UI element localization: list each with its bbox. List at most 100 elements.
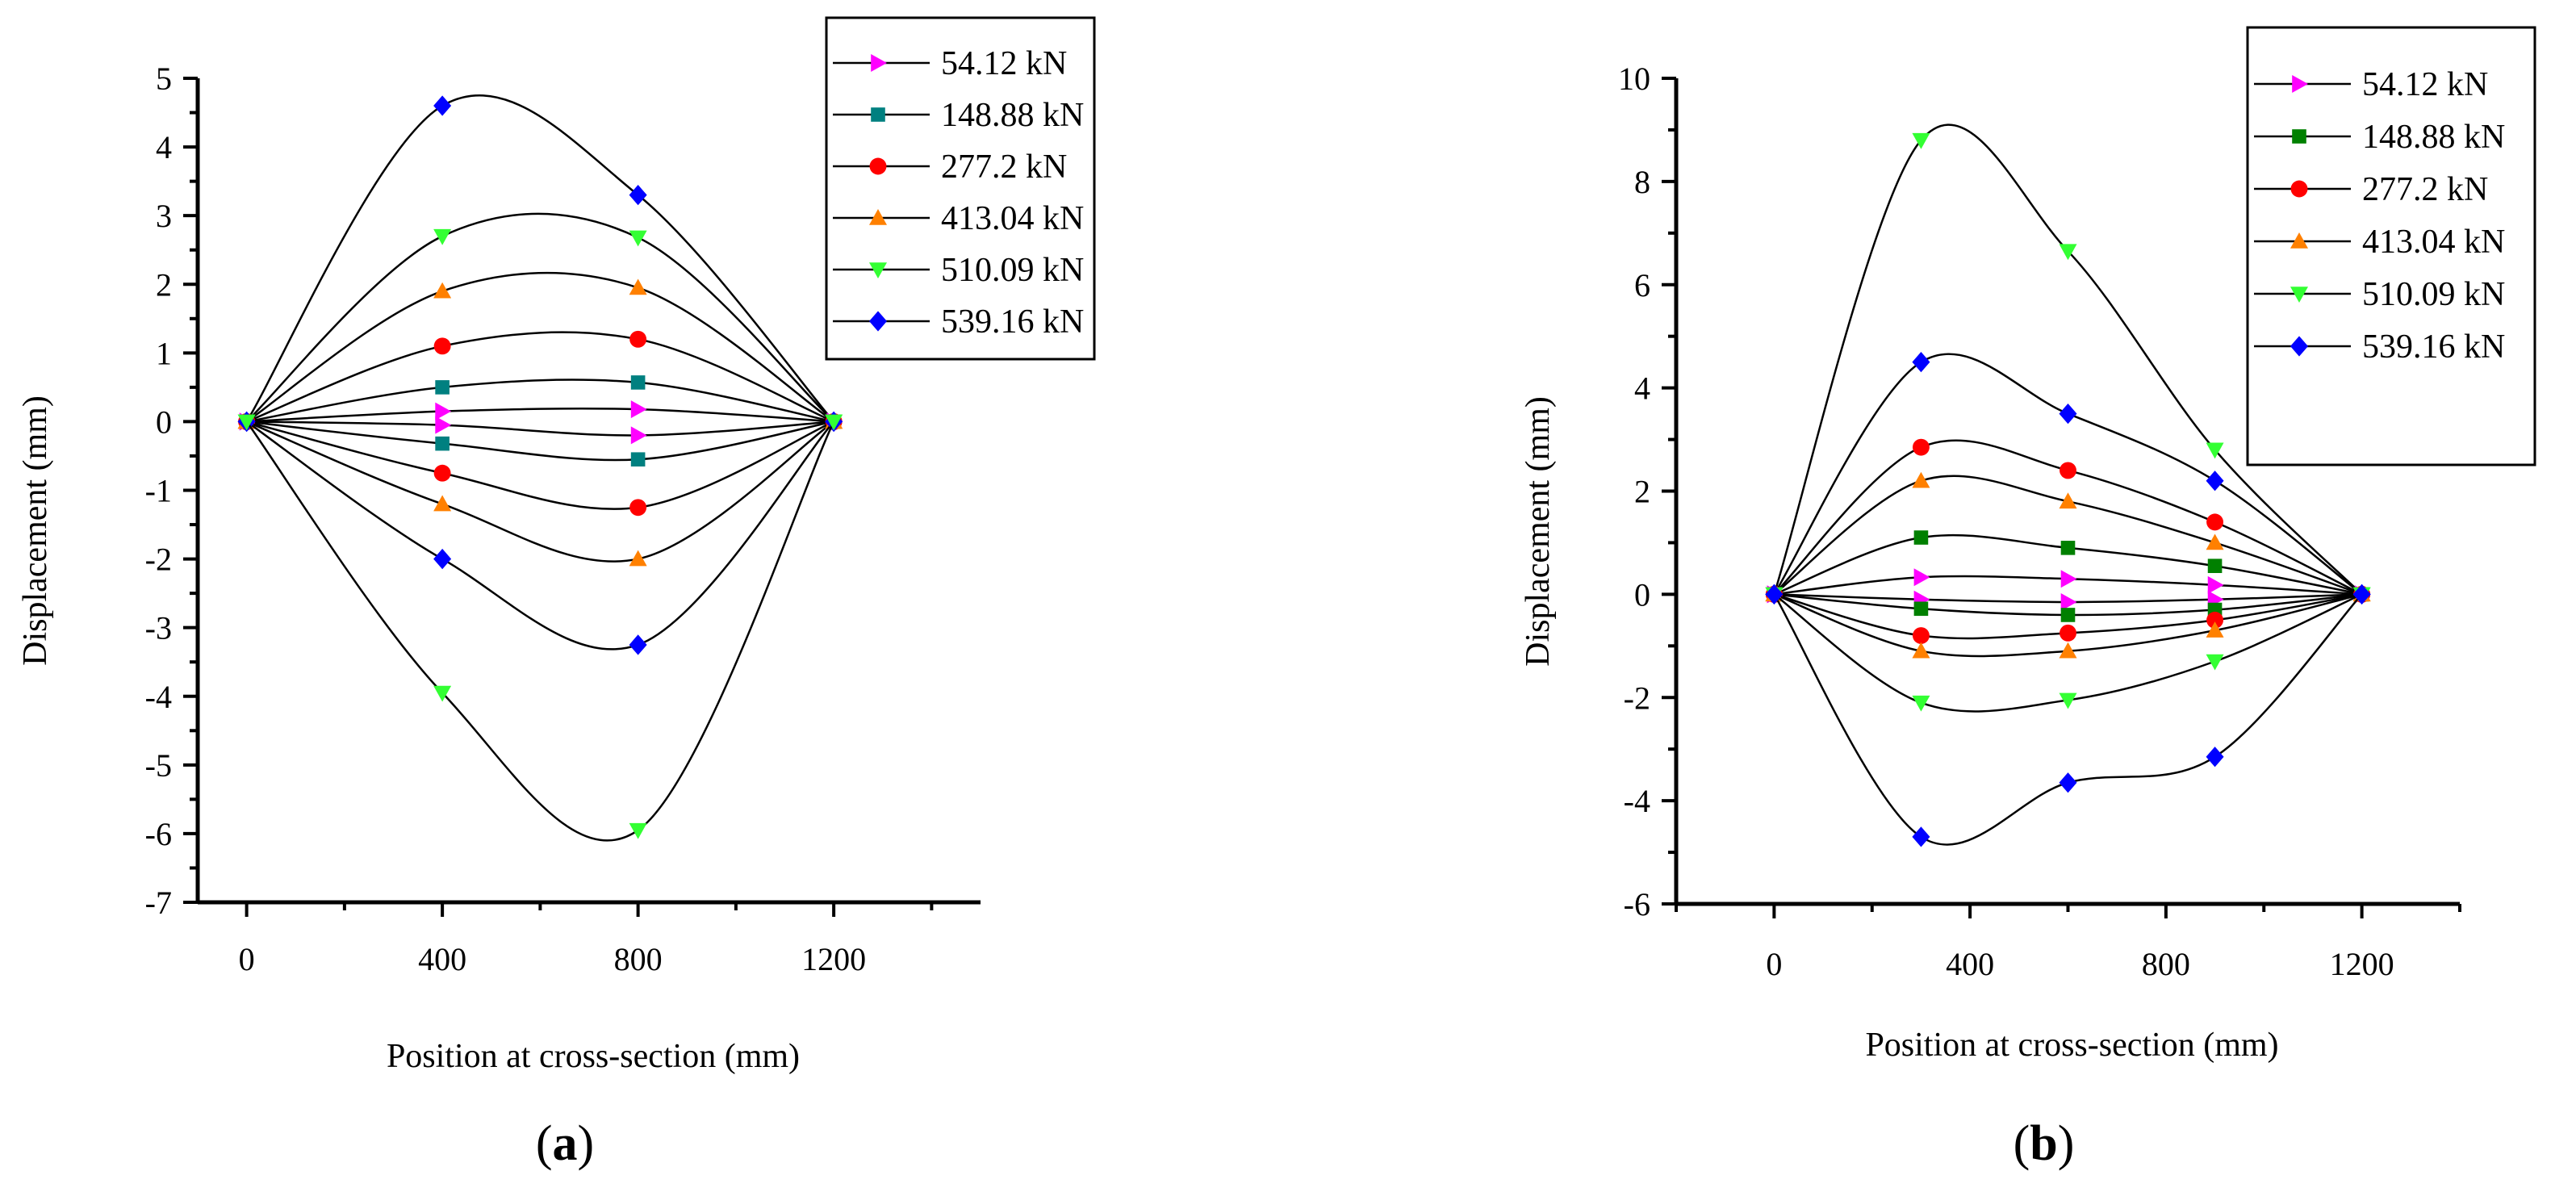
legend-marker — [869, 157, 887, 175]
x-tick-label: 0 — [1766, 946, 1782, 982]
data-point — [1913, 530, 1929, 545]
y-axis-title: Displacement (mm) — [17, 395, 54, 666]
data-point — [629, 822, 647, 839]
data-point — [2206, 611, 2224, 629]
y-tick-label: 0 — [156, 404, 172, 440]
legend-item: 413.04 kN — [2254, 224, 2505, 261]
y-tick-label: 8 — [1634, 164, 1650, 200]
series-line — [246, 420, 834, 563]
legend-marker — [2290, 287, 2308, 303]
data-point — [2060, 570, 2077, 588]
data-point — [1765, 584, 1784, 605]
panel-b: -6 -4 -2 0 2 4 6 8 10 0 400 800 1200 Position at cros… — [1520, 26, 2536, 1171]
data-point — [1913, 601, 1929, 617]
y-tick-label: -4 — [145, 679, 172, 715]
series-upper-1 — [1767, 530, 2369, 602]
data-point — [433, 282, 452, 299]
legend-label: 277.2 kN — [941, 148, 1067, 186]
series-line — [1773, 123, 2363, 596]
x-tick-label: 400 — [418, 941, 466, 977]
y-tick-label: 2 — [1634, 474, 1650, 510]
data-point — [435, 402, 452, 420]
series-line — [246, 420, 834, 510]
legend: 54.12 kN 148.88 kN 277.2 kN 413.04 kN 510.09… — [825, 16, 1096, 361]
data-point — [1912, 471, 1930, 488]
data-point — [435, 380, 450, 395]
series-line — [245, 212, 834, 423]
y-tick-label: -6 — [1624, 886, 1650, 922]
data-point — [2059, 692, 2077, 709]
y-tick-label: 6 — [1634, 267, 1650, 303]
data-point — [2059, 403, 2077, 425]
legend-label: 510.09 kN — [941, 252, 1084, 289]
series-upper-1 — [239, 375, 841, 429]
y-tick-label: -6 — [145, 816, 172, 852]
legend-item: 54.12 kN — [833, 45, 1067, 82]
series-lower-10 — [237, 411, 843, 655]
y-tick-label: 5 — [156, 61, 172, 97]
data-point — [433, 495, 452, 512]
y-tick-label: -3 — [145, 610, 172, 646]
x-tick-label: 400 — [1946, 946, 1994, 982]
y-tick-label: -2 — [1624, 680, 1650, 716]
y-tick-label: -5 — [145, 747, 172, 784]
y-tick-label: -2 — [145, 542, 172, 578]
data-point — [630, 452, 646, 467]
legend-box — [825, 16, 1096, 361]
data-point — [2206, 471, 2224, 492]
series-line — [246, 407, 834, 423]
legend-item: 539.16 kN — [833, 303, 1084, 341]
series-lower-11 — [1765, 584, 2371, 847]
data-point — [433, 228, 452, 245]
panel-label: (a) — [536, 1116, 594, 1171]
y-tick-label: 3 — [156, 198, 172, 234]
data-point — [629, 230, 647, 247]
x-tick-label: 800 — [614, 941, 663, 977]
legend-label: 413.04 kN — [941, 200, 1084, 237]
data-point — [2207, 558, 2223, 574]
data-point — [2060, 541, 2076, 555]
legend-label: 54.12 kN — [941, 45, 1067, 82]
series-line — [245, 420, 835, 842]
data-point — [2206, 533, 2224, 550]
series-line — [246, 420, 834, 462]
data-point — [2059, 244, 2077, 261]
legend-label: 539.16 kN — [941, 303, 1084, 341]
legend-marker — [2292, 129, 2306, 144]
legend-label: 539.16 kN — [2362, 328, 2505, 366]
legend-marker — [869, 311, 887, 332]
data-point — [433, 337, 451, 355]
data-point — [1912, 642, 1930, 659]
panel-a: -7 -6 -5 -4 -3 -2 -1 0 1 2 3 4 5 0 400 800 1200 Position … — [17, 16, 1096, 1171]
y-tick-label: -4 — [1624, 783, 1650, 819]
series-line — [245, 420, 835, 650]
x-tick-label: 1200 — [801, 941, 866, 977]
data-point — [2060, 462, 2076, 479]
legend-label: 277.2 kN — [2362, 171, 2488, 208]
data-point — [433, 548, 452, 570]
data-point — [1912, 695, 1930, 712]
legend-marker — [2290, 180, 2308, 198]
data-point — [2206, 654, 2224, 671]
x-tick-label: 1200 — [2330, 946, 2394, 982]
legend-label: 413.04 kN — [2362, 224, 2505, 261]
legend-item: 54.12 kN — [2254, 66, 2488, 103]
y-tick-label: -1 — [145, 473, 172, 509]
legend-item: 539.16 kN — [2254, 328, 2505, 366]
legend-marker — [871, 54, 887, 72]
y-axis-title: Displacement (mm) — [1520, 396, 1557, 667]
data-point — [433, 464, 451, 482]
legend: 54.12 kN 148.88 kN 277.2 kN 413.04 kN 510.09… — [2246, 26, 2536, 466]
data-point — [2206, 513, 2224, 531]
y-tick-label: 0 — [1634, 576, 1650, 613]
data-point — [2059, 642, 2077, 659]
legend-label: 148.88 kN — [2362, 119, 2505, 156]
y-tick-label: 10 — [1618, 61, 1650, 97]
x-tick-label: 800 — [2142, 946, 2190, 982]
x-axis-title: Position at cross-section (mm) — [1865, 1027, 2278, 1064]
series-line — [245, 94, 835, 423]
legend-marker — [869, 262, 887, 278]
legend-item: 148.88 kN — [2254, 119, 2505, 156]
legend-marker — [2292, 75, 2308, 93]
